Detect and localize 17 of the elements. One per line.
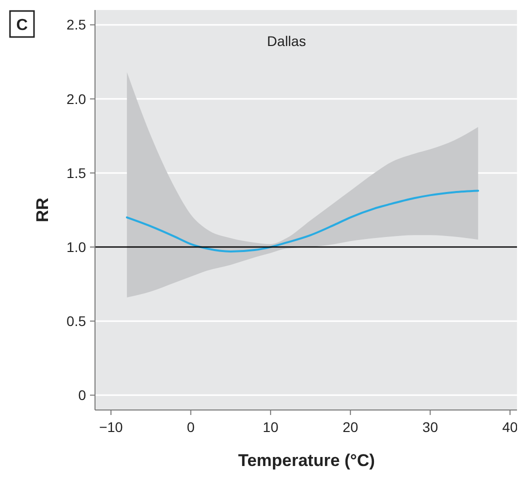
x-tick-label: 30 xyxy=(422,419,438,435)
text: Dallas xyxy=(267,33,306,49)
x-axis-title: Temperature (°C) xyxy=(238,451,375,470)
y-tick-label: 2.5 xyxy=(66,16,86,33)
x-tick-label: 20 xyxy=(342,419,358,435)
x-tick-label: −10 xyxy=(99,419,124,435)
y-axis-title: RR xyxy=(33,198,52,222)
line-series xyxy=(126,190,480,252)
text: C xyxy=(16,17,28,34)
y-tick-label: 1.0 xyxy=(66,238,86,255)
x-tick-label: 40 xyxy=(502,419,518,435)
x-tick-label: 10 xyxy=(262,419,279,435)
x-tick-label: 0 xyxy=(186,419,195,435)
y-tick-label: 1.5 xyxy=(66,164,86,181)
y-tick-label: 0 xyxy=(78,387,86,404)
y-tick-label: 2.0 xyxy=(66,90,86,107)
y-tick-label: 0.5 xyxy=(66,313,86,330)
